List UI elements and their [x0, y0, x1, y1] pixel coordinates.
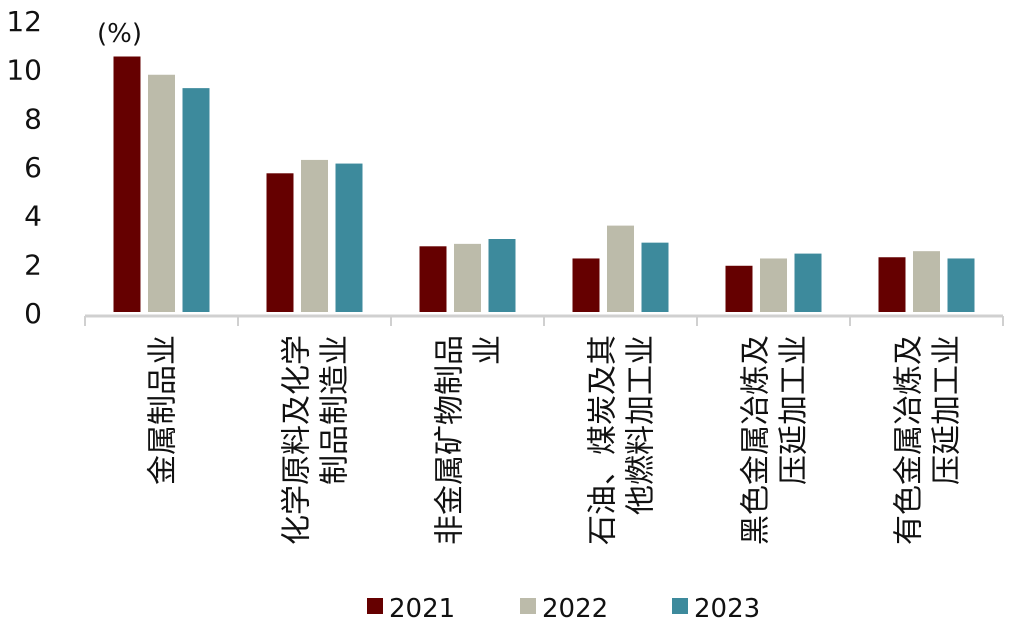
bar-2023-2 — [488, 239, 516, 312]
bar-2023-3 — [641, 242, 669, 312]
bar-2021-2 — [419, 246, 447, 312]
bar-2022-4 — [760, 258, 787, 312]
bar-2022-5 — [913, 251, 940, 312]
legend-label-2023: 2023 — [694, 594, 760, 624]
y-tick-label: 8 — [24, 102, 42, 135]
bar-2023-0 — [182, 88, 210, 312]
x-tick-label: 非金属矿物制品 — [433, 335, 468, 545]
y-tick-label: 10 — [6, 54, 42, 87]
y-tick-label: 0 — [24, 297, 42, 330]
y-tick-label: 12 — [6, 5, 42, 38]
bar-2022-3 — [607, 225, 634, 312]
y-tick-label: 2 — [24, 248, 42, 281]
bar-2021-1 — [266, 173, 294, 312]
bar-2021-0 — [113, 56, 141, 312]
bar-2021-5 — [878, 257, 906, 312]
legend-label-2021: 2021 — [389, 594, 455, 624]
x-tick-label: 石油、煤炭及其 — [586, 335, 621, 545]
x-tick-label: 有色金属冶炼及 — [892, 335, 927, 545]
x-tick-label: 化学原料及化学 — [280, 335, 315, 545]
x-tick-label: 制品制造业 — [318, 335, 353, 485]
x-tick-label: 黑色金属冶炼及 — [739, 335, 774, 545]
y-tick-label: 4 — [24, 200, 42, 233]
bar-2021-4 — [725, 265, 753, 312]
bar-2022-0 — [148, 74, 175, 312]
x-tick-label: 业 — [471, 335, 506, 365]
x-tick-label: 金属制品业 — [146, 335, 181, 485]
x-tick-label: 压延加工业 — [777, 335, 812, 485]
legend-label-2022: 2022 — [542, 594, 608, 624]
unit-label: (%) — [97, 19, 142, 49]
legend-swatch-2022 — [520, 598, 536, 614]
legend-swatch-2023 — [672, 598, 688, 614]
bar-2022-1 — [301, 159, 328, 312]
bar-2023-1 — [335, 163, 363, 312]
legend-swatch-2021 — [367, 598, 383, 614]
bar-2022-2 — [454, 243, 481, 312]
bar-2023-5 — [947, 258, 975, 312]
bar-2023-4 — [794, 253, 822, 312]
x-tick-label: 压延加工业 — [930, 335, 965, 485]
x-tick-label: 他燃料加工业 — [624, 335, 659, 515]
y-tick-label: 6 — [24, 151, 42, 184]
bar-2021-3 — [572, 258, 600, 312]
